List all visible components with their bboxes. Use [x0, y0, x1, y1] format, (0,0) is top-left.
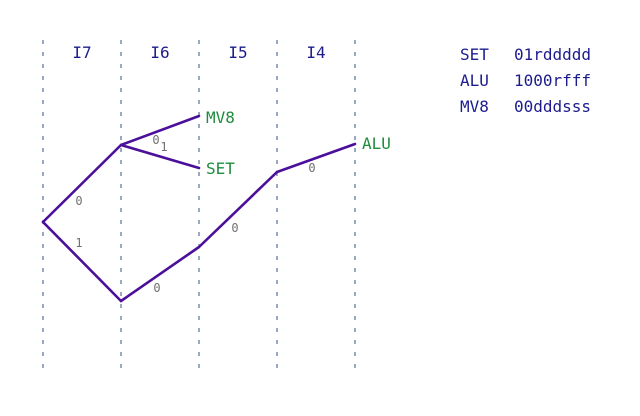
edge-lower-to-i5: [119, 245, 201, 303]
encoding-legend: SET 01rddddd ALU 1000rfff MV8 00dddsss: [460, 42, 591, 120]
leaf-label-mv8: MV8: [206, 108, 235, 127]
edge-label-upper-set: 1: [160, 140, 167, 154]
legend-row-set: SET 01rddddd: [460, 42, 591, 68]
edge-label-i4-alu: 0: [308, 161, 315, 175]
legend-pattern: 01rddddd: [514, 45, 592, 64]
column-label-i6: I6: [150, 43, 169, 62]
legend-name: ALU: [460, 71, 489, 90]
column-label-i4: I4: [306, 43, 325, 62]
legend-pattern: 1000rfff: [514, 71, 592, 90]
edge-label-i5-i4: 0: [231, 221, 238, 235]
legend-row-mv8: MV8 00dddsss: [460, 94, 591, 120]
edge-label-lower-i5: 0: [153, 281, 160, 295]
edge-label-upper-mv8: 0: [152, 133, 159, 147]
edge-root-to-lower: [41, 220, 123, 303]
leaf-label-set: SET: [206, 159, 235, 178]
legend-pattern: 00dddsss: [514, 97, 592, 116]
column-label-i5: I5: [228, 43, 247, 62]
edge-i4-to-alu: [275, 142, 357, 174]
legend-row-alu: ALU 1000rfff: [460, 68, 591, 94]
legend-name: MV8: [460, 97, 489, 116]
column-label-i7: I7: [72, 43, 91, 62]
edge-label-root-upper: 0: [75, 194, 82, 208]
edge-i5-to-i4: [197, 170, 279, 249]
edge-upper-to-set: [119, 143, 201, 170]
edge-label-root-lower: 1: [75, 236, 82, 250]
leaf-label-alu: ALU: [362, 134, 391, 153]
legend-name: SET: [460, 45, 489, 64]
edge-root-to-upper: [41, 143, 123, 224]
edge-upper-to-mv8: [119, 114, 201, 147]
